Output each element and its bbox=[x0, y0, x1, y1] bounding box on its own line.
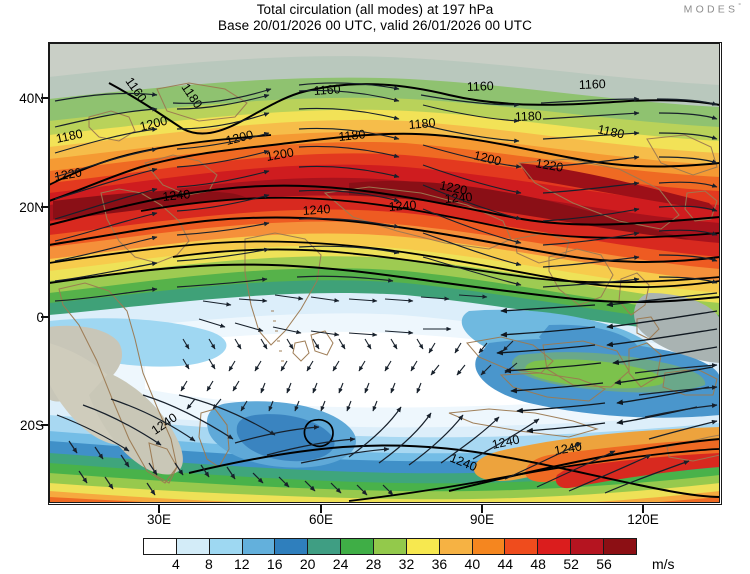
wind-vectors-south bbox=[56, 363, 718, 496]
colorbar-cell bbox=[341, 539, 375, 554]
colorbar-cell bbox=[538, 539, 572, 554]
colorbar-tick: 8 bbox=[204, 556, 213, 572]
colorbar-tick: 28 bbox=[365, 556, 382, 572]
svg-text:1160: 1160 bbox=[467, 79, 494, 94]
x-tick-90e: 90E bbox=[469, 512, 495, 527]
svg-text:1200: 1200 bbox=[472, 148, 502, 168]
svg-text:1180: 1180 bbox=[55, 127, 84, 146]
svg-text:1180: 1180 bbox=[596, 122, 625, 141]
y-tick-mark-40n bbox=[41, 97, 49, 99]
y-tick-40n: 40N bbox=[19, 91, 44, 106]
modes-logo: MODES° bbox=[684, 3, 741, 16]
y-tick-mark-0 bbox=[41, 316, 49, 318]
x-tick-60e: 60E bbox=[308, 512, 334, 527]
y-tick-mark-20n bbox=[41, 206, 49, 208]
svg-text:1220: 1220 bbox=[534, 156, 564, 175]
x-tick-mark-90e bbox=[481, 505, 483, 513]
colorbar-tick: 56 bbox=[596, 556, 612, 572]
modes-logo-mark: ° bbox=[738, 3, 741, 10]
y-tick-mark-20s bbox=[41, 424, 49, 426]
svg-text:1200: 1200 bbox=[224, 128, 254, 148]
map-clip: 1160 1160 1160 1160 1180 1180 1180 1180 … bbox=[49, 43, 721, 504]
y-tick-20s: 20S bbox=[19, 418, 44, 433]
colorbar-tick: 24 bbox=[332, 556, 349, 572]
colorbar-tick-labels: 4 8 12 16 20 24 28 32 36 40 44 48 52 56 bbox=[143, 556, 637, 574]
svg-text:1200: 1200 bbox=[265, 145, 295, 164]
colorbar-cell bbox=[406, 539, 440, 554]
colorbar-tick: 52 bbox=[563, 556, 579, 572]
x-tick-mark-60e bbox=[320, 505, 322, 513]
svg-text:1180: 1180 bbox=[408, 116, 436, 132]
colorbar-cell bbox=[209, 539, 243, 554]
x-tick-30e: 30E bbox=[146, 512, 172, 527]
svg-text:1180: 1180 bbox=[515, 109, 542, 124]
height-contours bbox=[49, 82, 720, 502]
colorbar-cell bbox=[472, 539, 506, 554]
colorbar-cell bbox=[505, 539, 539, 554]
colorbar-cell bbox=[439, 539, 473, 554]
svg-text:1240: 1240 bbox=[388, 198, 417, 214]
svg-text:1240: 1240 bbox=[302, 202, 331, 218]
svg-text:1240: 1240 bbox=[491, 432, 521, 451]
x-tick-mark-30e bbox=[158, 505, 160, 513]
svg-text:1240: 1240 bbox=[444, 190, 473, 206]
colorbar-tick: 36 bbox=[431, 556, 448, 572]
modes-logo-text: MODES bbox=[683, 3, 739, 16]
colorbar-unit-label: m/s bbox=[652, 556, 675, 572]
colorbar-cell bbox=[374, 539, 407, 554]
wind-vectors-easterlies bbox=[496, 292, 718, 434]
y-tick-20n: 20N bbox=[19, 200, 44, 215]
colorbar-tick: 32 bbox=[398, 556, 415, 572]
colorbar-cell bbox=[308, 539, 342, 554]
map-plot-area: 1160 1160 1160 1160 1180 1180 1180 1180 … bbox=[48, 42, 722, 505]
chart-subtitle: Base 20/01/2026 00 UTC, valid 26/01/2026… bbox=[218, 18, 532, 33]
colorbar-cell bbox=[176, 539, 210, 554]
chart-title-block: Total circulation (all modes) at 197 hPa… bbox=[0, 2, 750, 34]
x-tick-120e: 120E bbox=[627, 512, 659, 527]
wind-vectors bbox=[54, 82, 718, 302]
colorbar-tick: 44 bbox=[497, 556, 514, 572]
colorbar-cell bbox=[144, 539, 177, 554]
svg-text:1220: 1220 bbox=[438, 178, 468, 197]
colorbar-tick: 12 bbox=[234, 556, 250, 572]
colorbar-tick: 40 bbox=[464, 556, 481, 572]
x-tick-mark-120e bbox=[642, 505, 644, 513]
wind-vectors-tropics bbox=[180, 294, 518, 412]
svg-text:1240: 1240 bbox=[162, 187, 191, 204]
colorbar-cell bbox=[275, 539, 309, 554]
svg-text:1160: 1160 bbox=[579, 77, 606, 92]
colorbar-cell bbox=[604, 539, 636, 554]
y-tick-0: 0 bbox=[0, 310, 44, 325]
svg-text:1220: 1220 bbox=[53, 165, 83, 184]
svg-text:1160: 1160 bbox=[313, 82, 341, 98]
svg-text:1200: 1200 bbox=[138, 114, 168, 134]
colorbar-tick: 16 bbox=[266, 556, 283, 572]
colorbar-cell bbox=[571, 539, 605, 554]
chart-title: Total circulation (all modes) at 197 hPa bbox=[256, 2, 494, 17]
colorbar bbox=[143, 538, 637, 555]
colorbar-tick: 20 bbox=[299, 556, 316, 572]
colorbar-tick: 4 bbox=[172, 556, 180, 572]
colorbar-tick: 48 bbox=[530, 556, 546, 572]
map-canvas: 1160 1160 1160 1160 1180 1180 1180 1180 … bbox=[49, 43, 720, 503]
colorbar-cell bbox=[242, 539, 276, 554]
